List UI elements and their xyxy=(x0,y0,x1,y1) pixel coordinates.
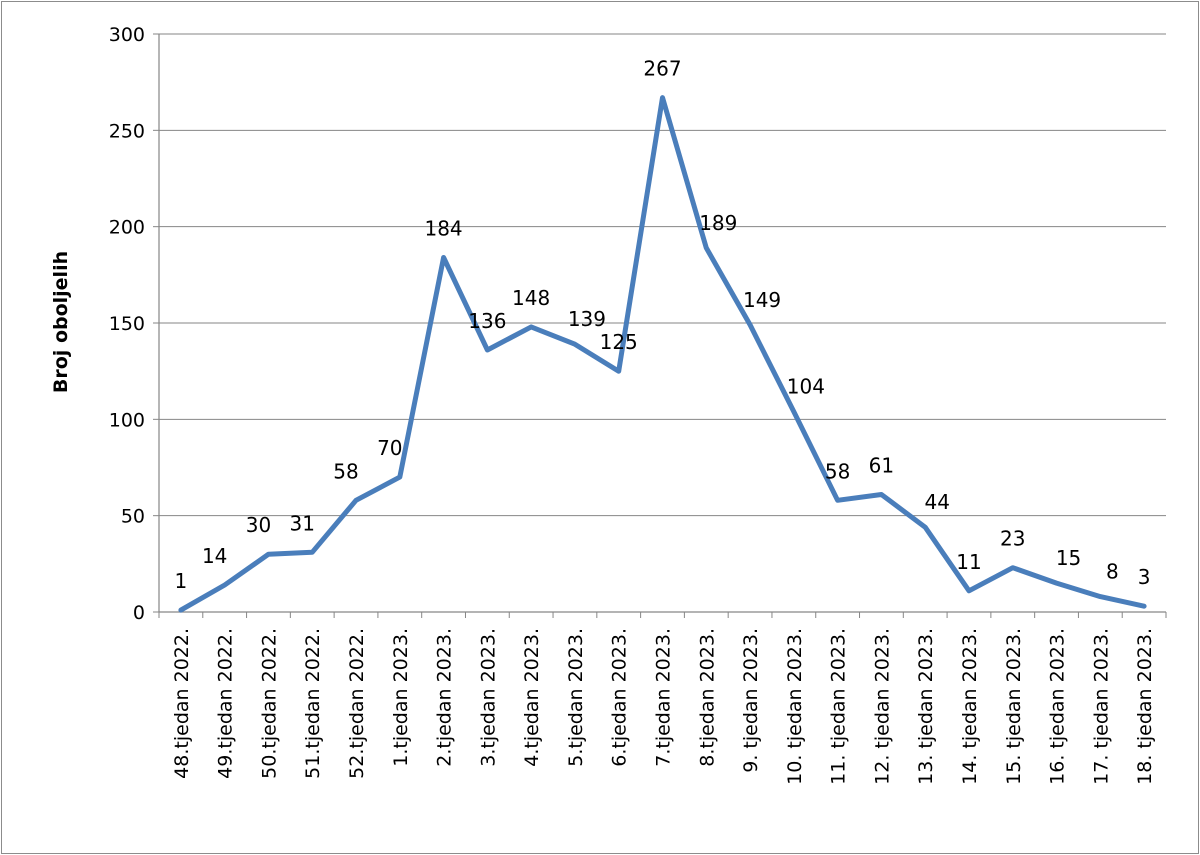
data-label: 184 xyxy=(424,216,462,240)
y-tick-label: 50 xyxy=(121,506,145,528)
y-tick-label: 300 xyxy=(109,24,145,46)
x-tick-label: 50.tjedan 2022. xyxy=(258,628,280,779)
y-tick-label: 0 xyxy=(133,602,145,624)
data-label: 3 xyxy=(1138,565,1151,589)
data-label: 15 xyxy=(1056,546,1081,570)
x-tick-labels: 48.tjedan 2022. 49.tjedan 2022. 50.tjedan … xyxy=(158,612,1167,785)
data-label: 30 xyxy=(246,513,271,537)
x-tick-label: 51.tjedan 2022. xyxy=(302,628,324,779)
x-tick-label: 16. tjedan 2023. xyxy=(1047,628,1069,785)
x-tick-label: 5.tjedan 2023. xyxy=(565,628,587,767)
data-label: 14 xyxy=(202,544,227,568)
x-tick-label: 49.tjedan 2022. xyxy=(215,628,237,779)
data-label: 31 xyxy=(290,511,315,535)
y-axis-label: Broj oboljelih xyxy=(50,251,72,393)
x-tick-label: 8.tjedan 2023. xyxy=(696,628,718,767)
data-label: 58 xyxy=(333,459,358,483)
x-tick-label: 1.tjedan 2023. xyxy=(390,628,412,767)
y-tick-label: 150 xyxy=(109,313,145,335)
data-label: 8 xyxy=(1106,560,1119,584)
x-tick-label: 18. tjedan 2023. xyxy=(1134,628,1156,785)
x-tick-label: 3.tjedan 2023. xyxy=(477,628,499,767)
data-label: 267 xyxy=(643,57,681,81)
data-label: 149 xyxy=(743,288,781,312)
data-label: 136 xyxy=(468,309,506,333)
x-tick-label: 13. tjedan 2023. xyxy=(915,628,937,785)
y-tick-labels: 0 50 100 150 200 250 300 xyxy=(109,24,159,624)
x-tick-label: 14. tjedan 2023. xyxy=(959,628,981,785)
data-label: 125 xyxy=(600,330,638,354)
data-label: 1 xyxy=(175,569,188,593)
x-tick-label: 7.tjedan 2023. xyxy=(653,628,675,767)
x-tick-label: 48.tjedan 2022. xyxy=(171,628,193,779)
data-label: 70 xyxy=(377,436,402,460)
data-label: 189 xyxy=(699,211,737,235)
x-tick-label: 4.tjedan 2023. xyxy=(521,628,543,767)
x-tick-label: 12. tjedan 2023. xyxy=(871,628,893,785)
x-tick-label: 17. tjedan 2023. xyxy=(1090,628,1112,785)
x-tick-label: 2.tjedan 2023. xyxy=(434,628,456,767)
y-tick-label: 250 xyxy=(109,120,145,142)
data-label: 11 xyxy=(956,550,981,574)
y-tick-label: 200 xyxy=(109,217,145,239)
data-label: 61 xyxy=(869,453,894,477)
x-tick-label: 9. tjedan 2023. xyxy=(740,628,762,773)
gridlines xyxy=(159,33,1166,517)
series-line-group xyxy=(178,95,1147,613)
x-tick-label: 6.tjedan 2023. xyxy=(609,628,631,767)
x-tick-label: 15. tjedan 2023. xyxy=(1003,628,1025,785)
data-label: 23 xyxy=(1000,527,1025,551)
x-tick-label: 52.tjedan 2022. xyxy=(346,628,368,779)
y-tick-label: 100 xyxy=(109,409,145,431)
data-label: 148 xyxy=(512,286,550,310)
x-tick-label: 10. tjedan 2023. xyxy=(784,628,806,785)
series-line xyxy=(178,95,1147,613)
data-label: 104 xyxy=(787,375,825,399)
data-label: 58 xyxy=(825,459,850,483)
data-label: 139 xyxy=(568,307,606,331)
data-label: 44 xyxy=(924,490,949,514)
x-tick-label: 11. tjedan 2023. xyxy=(828,628,850,785)
